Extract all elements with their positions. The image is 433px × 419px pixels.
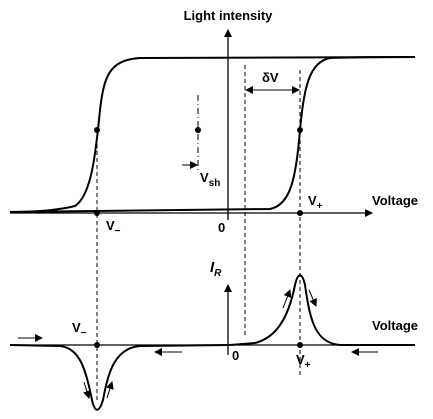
origin: 0 — [218, 220, 225, 235]
v-sh: Vsh — [200, 170, 220, 189]
point — [94, 127, 100, 133]
v-minus: V− — [106, 218, 121, 237]
point — [297, 127, 303, 133]
dip — [9, 344, 231, 411]
x-label: Voltage — [372, 193, 418, 208]
y-label: IR — [210, 259, 222, 279]
arrow — [106, 381, 114, 399]
point — [94, 342, 100, 348]
curve-up — [9, 56, 416, 213]
v-minus: V− — [72, 320, 87, 339]
y-label: Light intensity — [184, 8, 274, 23]
point — [297, 210, 303, 216]
v-plus: V+ — [308, 193, 323, 212]
v-plus: V+ — [296, 352, 311, 371]
peak — [229, 274, 415, 346]
arrow — [83, 381, 91, 399]
point — [94, 210, 100, 216]
arrow — [282, 289, 292, 309]
origin: 0 — [232, 348, 239, 363]
point — [195, 127, 201, 133]
delta-v: δV — [262, 70, 279, 85]
point — [297, 342, 303, 348]
curve-down — [9, 56, 416, 213]
x-label: Voltage — [372, 318, 418, 333]
arrow — [308, 289, 317, 307]
